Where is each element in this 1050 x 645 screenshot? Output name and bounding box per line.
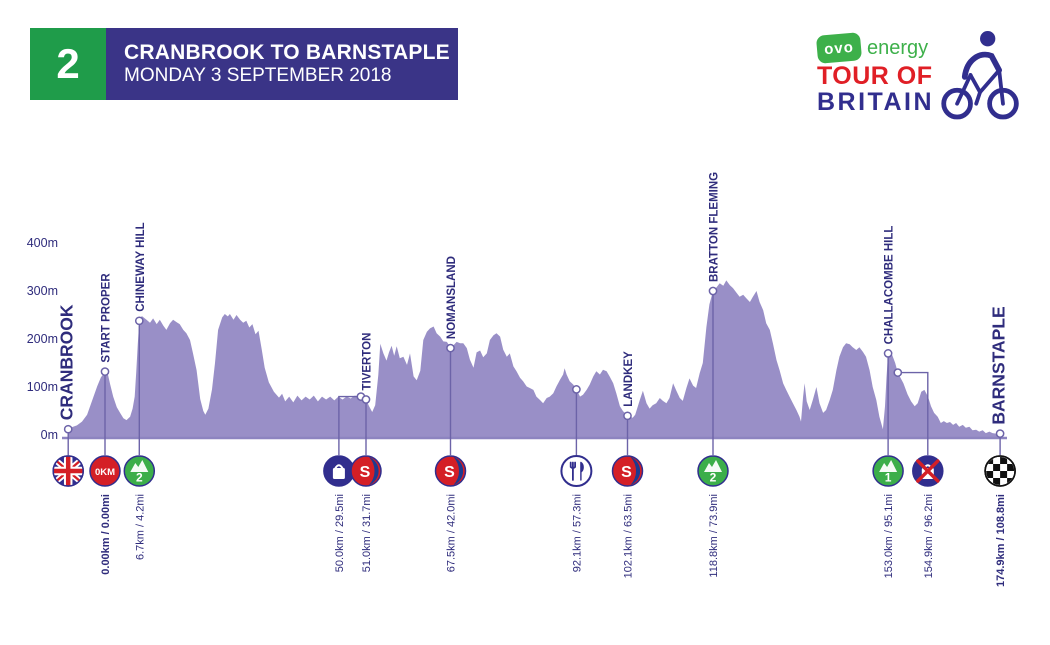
waypoint-label: CRANBROOK bbox=[57, 304, 77, 420]
feed-zone-icon bbox=[323, 455, 355, 487]
svg-text:S: S bbox=[621, 464, 632, 481]
zero-km-icon: 0KM bbox=[89, 455, 121, 487]
no-feed-icon bbox=[912, 455, 944, 487]
sprint-icon: S bbox=[434, 455, 467, 487]
waypoint-marker bbox=[572, 385, 581, 394]
distance-label: 67.5km / 42.0mi bbox=[446, 494, 458, 572]
waypoint-marker bbox=[100, 367, 110, 376]
waypoint-label: TIVERTON bbox=[362, 333, 374, 391]
distance-label: 6.7km / 4.2mi bbox=[134, 494, 146, 560]
stage-title: CRANBROOK TO BARNSTAPLE bbox=[124, 41, 450, 65]
distance-label: 154.9km / 96.2mi bbox=[923, 494, 935, 578]
y-axis-tick: 200m bbox=[27, 332, 58, 346]
waypoint-label: NOMANSLAND bbox=[446, 256, 458, 339]
ovo-energy-text: energy bbox=[866, 36, 929, 59]
waypoint-marker bbox=[361, 395, 371, 404]
waypoint-leader bbox=[897, 371, 929, 455]
elevation-area bbox=[68, 280, 1001, 438]
distance-label: 153.0km / 95.1mi bbox=[883, 494, 895, 578]
svg-text:0KM: 0KM bbox=[95, 467, 115, 478]
svg-text:1: 1 bbox=[885, 471, 892, 485]
distance-label: 50.0km / 29.5mi bbox=[334, 494, 346, 572]
climb-cat1-icon: 1 bbox=[872, 455, 904, 487]
y-axis-tick: 400m bbox=[27, 236, 58, 250]
waypoint-marker bbox=[708, 286, 718, 296]
sprint-icon: S bbox=[350, 455, 382, 487]
waypoint-marker bbox=[995, 429, 1005, 438]
stage-number: 2 bbox=[56, 40, 80, 87]
distance-label: 102.1km / 63.5mi bbox=[623, 494, 635, 578]
distance-label: 0.00km / 0.00mi bbox=[100, 494, 112, 575]
waypoint-marker bbox=[134, 316, 144, 326]
uk-flag-icon bbox=[52, 455, 84, 487]
svg-text:S: S bbox=[360, 464, 371, 481]
distance-label: 51.0km / 31.7mi bbox=[361, 494, 373, 572]
y-axis-tick: 100m bbox=[27, 380, 58, 394]
stage-number-box: 2 bbox=[30, 28, 106, 100]
y-axis-tick: 300m bbox=[27, 284, 58, 298]
cyclist-icon bbox=[941, 31, 1019, 120]
logo-tour-of: TOUR OF bbox=[816, 62, 933, 91]
waypoint-marker bbox=[893, 368, 903, 377]
distance-label: 92.1km / 57.3mi bbox=[571, 494, 583, 572]
waypoint-marker bbox=[623, 411, 632, 421]
waypoint-marker bbox=[883, 349, 893, 358]
waypoint-marker bbox=[446, 343, 455, 353]
climb-cat2-icon: 2 bbox=[123, 455, 156, 487]
waypoint-label: CHALLACOMBE HILL bbox=[884, 226, 896, 345]
tour-of-britain-logo: ovo energy TOUR OF BRITAIN bbox=[815, 26, 1024, 124]
logo-britain: BRITAIN bbox=[816, 88, 934, 117]
svg-text:2: 2 bbox=[710, 471, 717, 485]
waypoint-label: BARNSTAPLE bbox=[989, 306, 1009, 424]
waypoint-marker bbox=[63, 424, 73, 434]
sprint-icon: S bbox=[611, 455, 644, 487]
climb-cat2-icon: 2 bbox=[697, 455, 729, 487]
feed-station-icon bbox=[560, 455, 593, 487]
svg-text:S: S bbox=[444, 464, 455, 481]
svg-text:2: 2 bbox=[136, 471, 143, 485]
stage-date: MONDAY 3 SEPTEMBER 2018 bbox=[124, 64, 392, 86]
waypoint-label: BRATTON FLEMING bbox=[709, 172, 721, 282]
waypoint-label: START PROPER bbox=[101, 273, 113, 363]
waypoint-leader bbox=[338, 395, 361, 455]
y-axis-tick: 0m bbox=[41, 428, 58, 442]
finish-flag-icon bbox=[984, 455, 1016, 487]
distance-label: 174.9km / 108.8mi bbox=[995, 494, 1007, 587]
waypoint-label: LANDKEY bbox=[623, 351, 635, 407]
waypoint-label: CHINEWAY HILL bbox=[135, 222, 147, 311]
distance-label: 118.8km / 73.9mi bbox=[708, 494, 720, 578]
stage-title-box: CRANBROOK TO BARNSTAPLE MONDAY 3 SEPTEMB… bbox=[106, 28, 458, 100]
ovo-energy-icon: ovo bbox=[815, 32, 863, 65]
